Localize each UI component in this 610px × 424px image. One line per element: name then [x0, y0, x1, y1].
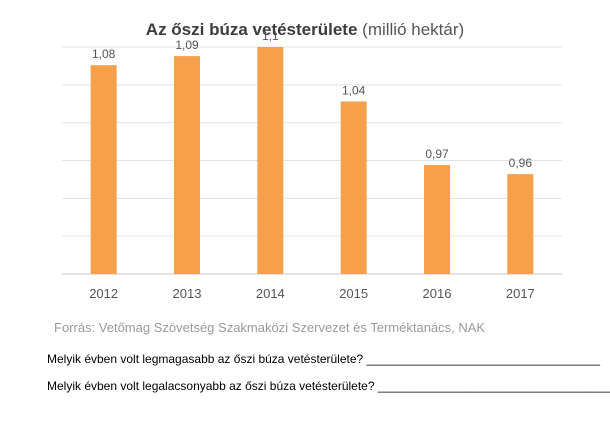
x-tick-label-2013: 2013: [173, 286, 202, 301]
bar-2014: [257, 47, 283, 274]
question-lowest: Melyik évben volt legalacsonyabb az őszi…: [47, 379, 610, 393]
bar-2017: [507, 174, 533, 274]
value-label-2015: 1,04: [342, 83, 366, 97]
value-label-2014: 1,1: [262, 29, 279, 43]
bar-2015: [341, 101, 367, 274]
bar-2013: [174, 56, 200, 274]
x-tick-label-2014: 2014: [256, 286, 285, 301]
gridlines: [62, 47, 562, 274]
x-tick-label-2016: 2016: [423, 286, 452, 301]
value-label-2016: 0,97: [425, 147, 449, 161]
value-labels: 1,08 1,09 1,1 1,04 0,97 0,96: [92, 29, 532, 170]
source-note: Forrás: Vetőmag Szövetség Szakmaközi Sze…: [54, 320, 485, 335]
question-highest: Melyik évben volt legmagasabb az őszi bú…: [47, 352, 600, 366]
x-tick-label-2015: 2015: [339, 286, 368, 301]
x-tick-labels: 2012 2013 2014 2015 2016 2017: [89, 286, 535, 301]
value-label-2013: 1,09: [175, 38, 199, 52]
x-tick-label-2017: 2017: [506, 286, 535, 301]
x-tick-label-2012: 2012: [89, 286, 118, 301]
bar-2016: [424, 165, 450, 274]
bar-2012: [91, 65, 117, 274]
value-label-2012: 1,08: [92, 47, 116, 61]
value-label-2017: 0,96: [509, 156, 533, 170]
